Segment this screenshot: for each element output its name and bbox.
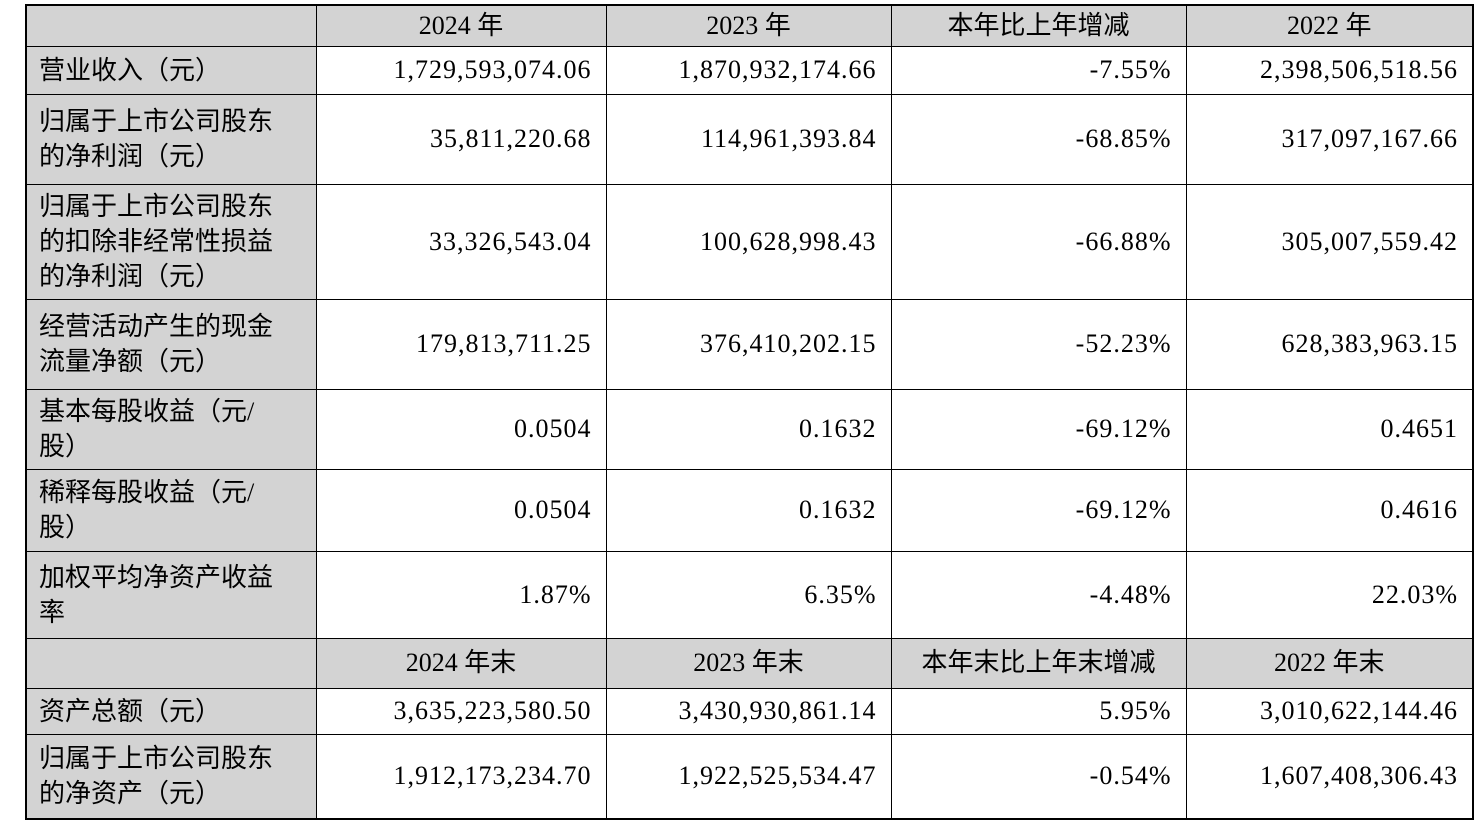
value-yoy-change: -7.55% <box>890 45 1187 95</box>
value-2024: 1,729,593,074.06 <box>315 45 607 95</box>
value-2024: 0.0504 <box>315 468 607 552</box>
table-row-basic-eps: 基本每股收益（元/股） 0.0504 0.1632 -69.12% 0.4651 <box>25 388 1474 470</box>
value-yoy-change: -69.12% <box>890 468 1187 552</box>
value-2022: 2,398,506,518.56 <box>1185 45 1474 95</box>
annual-header-row: 2024 年 2023 年 本年比上年增减 2022 年 <box>25 4 1474 47</box>
table-row-weighted-avg-roe: 加权平均净资产收益率 1.87% 6.35% -4.48% 22.03% <box>25 550 1474 639</box>
value-yoy-change: -66.88% <box>890 183 1187 300</box>
yearend-header-row: 2024 年末 2023 年末 本年末比上年末增减 2022 年末 <box>25 637 1474 689</box>
row-label: 经营活动产生的现金流量净额（元） <box>25 298 317 390</box>
row-label: 归属于上市公司股东的净利润（元） <box>25 93 317 185</box>
value-yoy-change: -0.54% <box>890 733 1187 820</box>
value-2022: 3,010,622,144.46 <box>1185 687 1474 735</box>
col-header-yearend-change: 本年末比上年末增减 <box>890 637 1187 689</box>
table-row-total-assets: 资产总额（元） 3,635,223,580.50 3,430,930,861.1… <box>25 687 1474 735</box>
row-label: 加权平均净资产收益率 <box>25 550 317 639</box>
row-label: 归属于上市公司股东的净资产（元） <box>25 733 317 820</box>
col-header-2024-end: 2024 年末 <box>315 637 607 689</box>
value-2023: 1,922,525,534.47 <box>605 733 892 820</box>
value-2022: 1,607,408,306.43 <box>1185 733 1474 820</box>
col-header-2024: 2024 年 <box>315 4 607 47</box>
corner-cell <box>25 637 317 689</box>
value-2023: 3,430,930,861.14 <box>605 687 892 735</box>
col-header-2022: 2022 年 <box>1185 4 1474 47</box>
value-2023: 100,628,998.43 <box>605 183 892 300</box>
value-2023: 114,961,393.84 <box>605 93 892 185</box>
value-2022: 628,383,963.15 <box>1185 298 1474 390</box>
value-2022: 0.4616 <box>1185 468 1474 552</box>
value-2024: 0.0504 <box>315 388 607 470</box>
value-2024: 179,813,711.25 <box>315 298 607 390</box>
value-2022: 22.03% <box>1185 550 1474 639</box>
table-row-diluted-eps: 稀释每股收益（元/股） 0.0504 0.1632 -69.12% 0.4616 <box>25 468 1474 552</box>
row-label: 营业收入（元） <box>25 45 317 95</box>
value-2023: 0.1632 <box>605 468 892 552</box>
value-2024: 1.87% <box>315 550 607 639</box>
value-2023: 6.35% <box>605 550 892 639</box>
col-header-yoy-change: 本年比上年增减 <box>890 4 1187 47</box>
value-2024: 35,811,220.68 <box>315 93 607 185</box>
value-yoy-change: -52.23% <box>890 298 1187 390</box>
row-label: 归属于上市公司股东的扣除非经常性损益的净利润（元） <box>25 183 317 300</box>
value-2022: 305,007,559.42 <box>1185 183 1474 300</box>
value-yoy-change: -69.12% <box>890 388 1187 470</box>
col-header-2022-end: 2022 年末 <box>1185 637 1474 689</box>
financial-summary-table: 2024 年 2023 年 本年比上年增减 2022 年 营业收入（元） 1,7… <box>25 4 1474 820</box>
table-row-net-assets: 归属于上市公司股东的净资产（元） 1,912,173,234.70 1,922,… <box>25 733 1474 820</box>
table-row-net-profit-excl-nonrecurring: 归属于上市公司股东的扣除非经常性损益的净利润（元） 33,326,543.04 … <box>25 183 1474 300</box>
value-2023: 0.1632 <box>605 388 892 470</box>
value-2023: 376,410,202.15 <box>605 298 892 390</box>
table-row-operating-cash-flow: 经营活动产生的现金流量净额（元） 179,813,711.25 376,410,… <box>25 298 1474 390</box>
value-yoy-change: 5.95% <box>890 687 1187 735</box>
value-2024: 3,635,223,580.50 <box>315 687 607 735</box>
col-header-2023-end: 2023 年末 <box>605 637 892 689</box>
value-yoy-change: -68.85% <box>890 93 1187 185</box>
table-row-net-profit: 归属于上市公司股东的净利润（元） 35,811,220.68 114,961,3… <box>25 93 1474 185</box>
col-header-2023: 2023 年 <box>605 4 892 47</box>
row-label: 稀释每股收益（元/股） <box>25 468 317 552</box>
value-2022: 0.4651 <box>1185 388 1474 470</box>
value-2024: 33,326,543.04 <box>315 183 607 300</box>
value-2022: 317,097,167.66 <box>1185 93 1474 185</box>
value-yoy-change: -4.48% <box>890 550 1187 639</box>
value-2023: 1,870,932,174.66 <box>605 45 892 95</box>
row-label: 资产总额（元） <box>25 687 317 735</box>
value-2024: 1,912,173,234.70 <box>315 733 607 820</box>
corner-cell <box>25 4 317 47</box>
table-row-operating-revenue: 营业收入（元） 1,729,593,074.06 1,870,932,174.6… <box>25 45 1474 95</box>
row-label: 基本每股收益（元/股） <box>25 388 317 470</box>
